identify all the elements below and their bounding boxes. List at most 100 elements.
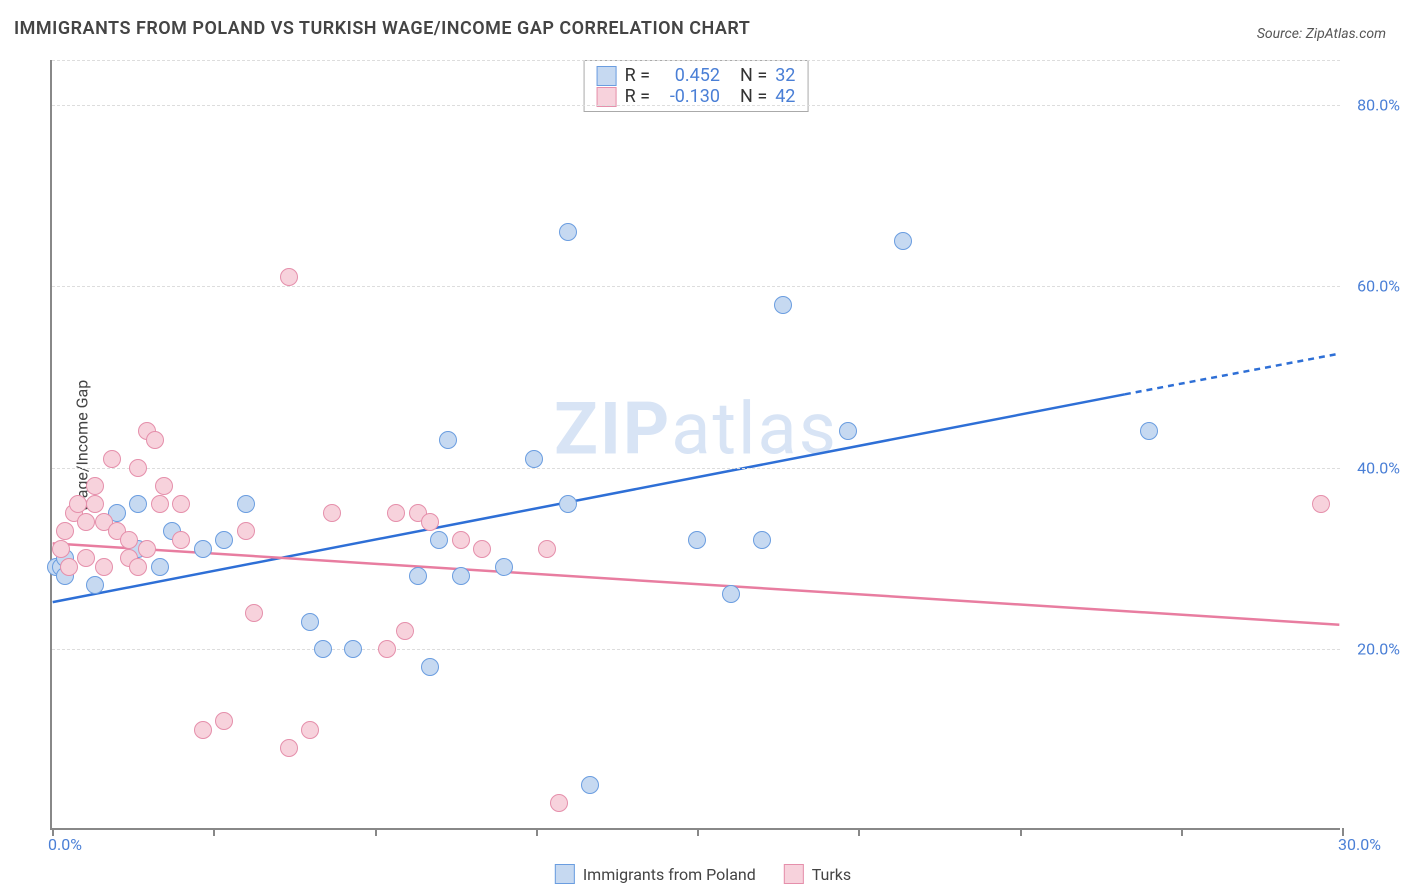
scatter-point: [146, 431, 164, 449]
scatter-point: [86, 576, 104, 594]
scatter-point: [1140, 422, 1158, 440]
chart-title: IMMIGRANTS FROM POLAND VS TURKISH WAGE/I…: [14, 18, 750, 39]
scatter-point: [323, 504, 341, 522]
scatter-point: [194, 540, 212, 558]
scatter-point: [129, 459, 147, 477]
scatter-point: [280, 268, 298, 286]
r-label: R =: [625, 86, 650, 107]
scatter-point: [172, 531, 190, 549]
scatter-point: [77, 549, 95, 567]
scatter-point: [245, 604, 263, 622]
n-value: 32: [775, 65, 795, 86]
scatter-point: [378, 640, 396, 658]
scatter-point: [77, 513, 95, 531]
source-attribution: Source: ZipAtlas.com: [1257, 26, 1386, 42]
trend-line-dashed: [1125, 354, 1339, 395]
x-tick: [1181, 828, 1183, 836]
legend-swatch: [784, 864, 804, 884]
scatter-point: [559, 223, 577, 241]
scatter-point: [839, 422, 857, 440]
y-tick-label: 60.0%: [1357, 277, 1400, 296]
scatter-point: [1312, 495, 1330, 513]
scatter-point: [409, 567, 427, 585]
scatter-point: [301, 721, 319, 739]
scatter-point: [581, 776, 599, 794]
legend-item: Turks: [784, 864, 851, 884]
y-tick-label: 20.0%: [1357, 639, 1400, 658]
scatter-point: [452, 567, 470, 585]
scatter-point: [237, 495, 255, 513]
trend-lines-svg: [52, 60, 1340, 828]
legend-label: Immigrants from Poland: [583, 865, 756, 884]
scatter-point: [439, 431, 457, 449]
scatter-point: [559, 495, 577, 513]
grid-line: [52, 649, 1340, 650]
r-label: R =: [625, 65, 650, 86]
correlation-legend-row: R = 0.452 N = 32: [597, 65, 796, 86]
scatter-point: [120, 531, 138, 549]
series-legend: Immigrants from Poland Turks: [555, 864, 851, 884]
scatter-point: [421, 658, 439, 676]
scatter-point: [344, 640, 362, 658]
scatter-point: [301, 613, 319, 631]
r-value: 0.452: [658, 65, 720, 86]
scatter-point: [396, 622, 414, 640]
correlation-legend-row: R = -0.130 N = 42: [597, 86, 796, 107]
scatter-point: [525, 450, 543, 468]
x-tick: [1020, 828, 1022, 836]
legend-swatch: [597, 87, 617, 107]
scatter-point: [894, 232, 912, 250]
scatter-point: [387, 504, 405, 522]
scatter-point: [129, 495, 147, 513]
scatter-point: [430, 531, 448, 549]
x-tick: [213, 828, 215, 836]
scatter-point: [172, 495, 190, 513]
scatter-point: [280, 739, 298, 757]
scatter-point: [421, 513, 439, 531]
n-label: N =: [740, 65, 767, 86]
scatter-point: [86, 477, 104, 495]
scatter-point: [314, 640, 332, 658]
scatter-point: [60, 558, 78, 576]
grid-line: [52, 60, 1340, 61]
plot-area: ZIPatlas R =0.452N =32R =-0.130N =42 20.…: [50, 60, 1340, 830]
legend-label: Turks: [812, 865, 851, 884]
scatter-point: [774, 296, 792, 314]
watermark: ZIPatlas: [554, 386, 838, 471]
grid-line: [52, 468, 1340, 469]
x-tick: [536, 828, 538, 836]
x-tick: [697, 828, 699, 836]
scatter-point: [550, 794, 568, 812]
scatter-point: [194, 721, 212, 739]
n-label: N =: [740, 86, 767, 107]
scatter-point: [86, 495, 104, 513]
scatter-point: [129, 558, 147, 576]
y-tick-label: 80.0%: [1357, 96, 1400, 115]
legend-swatch: [597, 66, 617, 86]
scatter-point: [722, 585, 740, 603]
scatter-point: [688, 531, 706, 549]
scatter-point: [138, 540, 156, 558]
scatter-point: [151, 495, 169, 513]
trend-line: [53, 394, 1125, 602]
legend-swatch: [555, 864, 575, 884]
scatter-point: [56, 522, 74, 540]
x-tick: [375, 828, 377, 836]
scatter-point: [52, 540, 70, 558]
correlation-legend: R = 0.452 N = 32 R = -0.130 N = 42: [584, 60, 809, 112]
scatter-point: [495, 558, 513, 576]
scatter-point: [151, 558, 169, 576]
scatter-point: [538, 540, 556, 558]
scatter-point: [473, 540, 491, 558]
scatter-point: [215, 712, 233, 730]
scatter-point: [215, 531, 233, 549]
x-tick: [858, 828, 860, 836]
x-tick-label: 30.0%: [1338, 835, 1381, 854]
x-tick-label: 0.0%: [48, 835, 82, 854]
scatter-point: [452, 531, 470, 549]
y-tick-label: 40.0%: [1357, 458, 1400, 477]
n-value: 42: [775, 86, 795, 107]
scatter-point: [103, 450, 121, 468]
r-value: -0.130: [658, 86, 720, 107]
scatter-point: [69, 495, 87, 513]
